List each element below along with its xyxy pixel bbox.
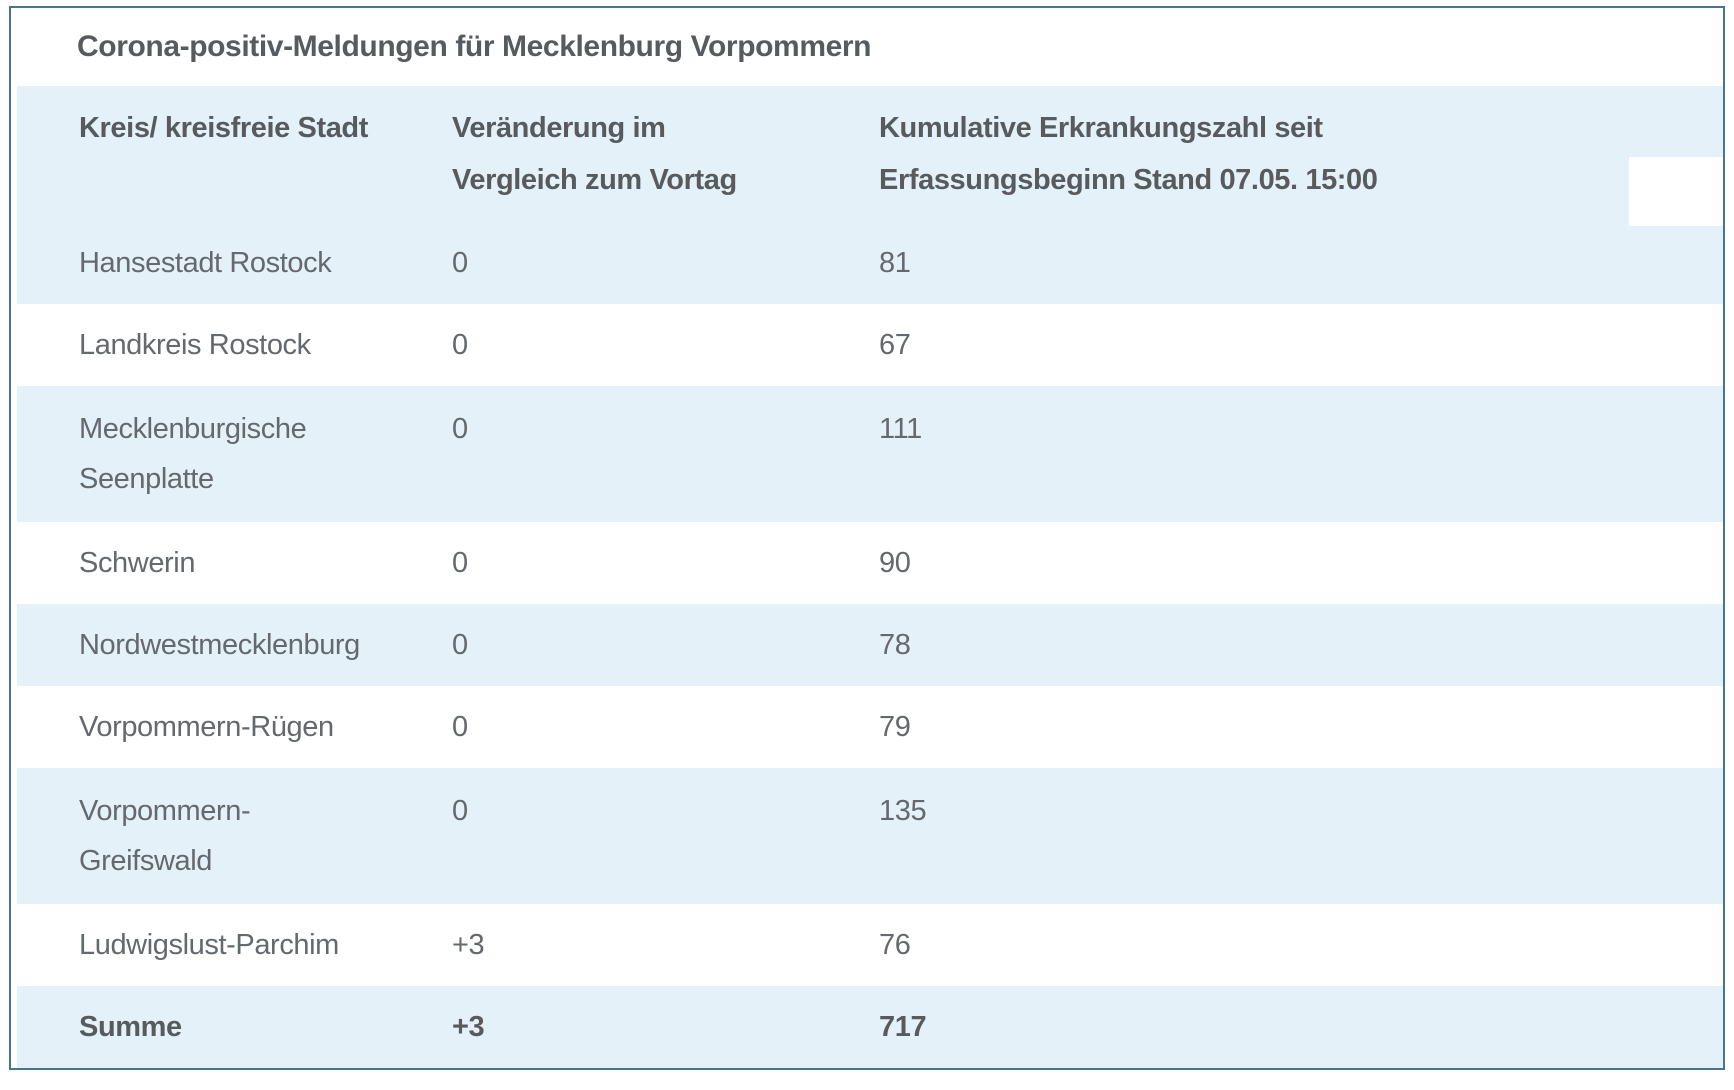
cell-change-value: 0 [452, 795, 468, 827]
cell-change-value: +3 [452, 929, 485, 961]
region-name-line: Ludwigslust-Parchim [79, 929, 339, 961]
cell-region-name: Ludwigslust-Parchim [17, 904, 390, 986]
region-name-line: Vorpommern- [79, 795, 251, 827]
header-cumulative-column: Kumulative Erkrankungszahl seit Erfassun… [817, 86, 1723, 222]
cell-cumulative-value: 90 [879, 547, 911, 579]
region-name-line: Hansestadt Rostock [79, 247, 332, 279]
table-row: Schwerin 0 90 [17, 522, 1723, 604]
header-change-line: Veränderung im [452, 112, 666, 144]
region-name-line: Vorpommern-Rügen [79, 711, 334, 743]
table-row: Hansestadt Rostock 0 81 [17, 222, 1723, 304]
cell-region-name: Vorpommern- Greifswald [17, 768, 390, 904]
cell-cumulative-value: 67 [879, 329, 911, 361]
table-row: Nordwestmecklenburg 0 78 [17, 604, 1723, 686]
cell-change-value: 0 [452, 547, 468, 579]
table-row: Summe +3 717 [17, 986, 1723, 1068]
region-name-line: Schwerin [79, 547, 196, 579]
cell-change-value: 0 [452, 711, 468, 743]
header-region-line: Kreis/ kreisfreie Stadt [79, 112, 368, 144]
table-row: Vorpommern-Rügen 0 79 [17, 686, 1723, 768]
region-name-line: Seenplatte [79, 463, 214, 495]
header-change-line: Vergleich zum Vortag [452, 164, 737, 196]
cell-cumulative-value: 76 [879, 929, 911, 961]
region-name-line: Mecklenburgische [79, 413, 307, 445]
cell-cumulative-value: 135 [879, 795, 927, 827]
region-name-line: Greifswald [79, 845, 212, 877]
region-name-line: Summe [79, 1011, 182, 1043]
cell-region-name: Mecklenburgische Seenplatte [17, 386, 390, 522]
region-name-line: Landkreis Rostock [79, 329, 311, 361]
cell-cumulative-value: 111 [879, 413, 922, 445]
region-name-line: Nordwestmecklenburg [79, 629, 360, 661]
corona-table: Corona-positiv-Meldungen für Mecklenburg… [9, 6, 1725, 1070]
table-row: Vorpommern- Greifswald 0 135 [17, 768, 1723, 904]
table-row: Landkreis Rostock 0 67 [17, 304, 1723, 386]
cell-change-value: 0 [452, 329, 468, 361]
header-region-column: Kreis/ kreisfreie Stadt [17, 86, 390, 222]
header-cumulative-line: Erfassungsbeginn Stand 07.05. 15:00 [879, 164, 1378, 196]
cell-cumulative-value: 81 [879, 247, 911, 279]
cell-change-value: 0 [452, 413, 468, 445]
cell-region-name: Summe [17, 986, 390, 1068]
table-title: Corona-positiv-Meldungen für Mecklenburg… [77, 30, 872, 63]
cell-change-value: 0 [452, 247, 468, 279]
cell-region-name: Nordwestmecklenburg [17, 604, 390, 686]
table-row: Mecklenburgische Seenplatte 0 111 [17, 386, 1723, 522]
white-overlay-patch [1629, 157, 1723, 226]
cell-region-name: Vorpommern-Rügen [17, 686, 390, 768]
table-body: Hansestadt Rostock 0 81 Landkreis Rostoc… [17, 222, 1723, 1068]
header-change-column: Veränderung im Vergleich zum Vortag [390, 86, 817, 222]
cell-cumulative-value: 79 [879, 711, 911, 743]
cell-region-name: Hansestadt Rostock [17, 222, 390, 304]
cell-change-value: 0 [452, 629, 468, 661]
cell-region-name: Landkreis Rostock [17, 304, 390, 386]
header-cumulative-line: Kumulative Erkrankungszahl seit [879, 112, 1323, 144]
table-header-row: Kreis/ kreisfreie Stadt Veränderung im V… [17, 86, 1723, 222]
cell-change-value: +3 [452, 1011, 485, 1043]
table-row: Ludwigslust-Parchim +3 76 [17, 904, 1723, 986]
cell-region-name: Schwerin [17, 522, 390, 604]
cell-cumulative-value: 717 [879, 1011, 927, 1043]
cell-cumulative-value: 78 [879, 629, 911, 661]
